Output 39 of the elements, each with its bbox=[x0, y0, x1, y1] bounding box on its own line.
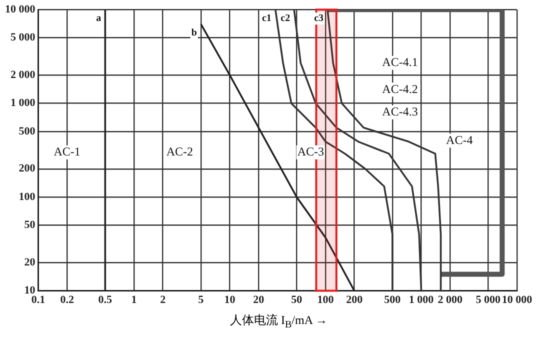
series-label: a bbox=[96, 13, 102, 24]
x-tick-label: 2 000 bbox=[438, 294, 463, 306]
series-label: b bbox=[191, 28, 198, 39]
x-tick-label: 50 bbox=[291, 294, 303, 306]
annotation: AC-2 bbox=[166, 144, 194, 158]
y-tick-label: 1 000 bbox=[10, 97, 36, 110]
x-tick-label: 5 000 bbox=[476, 294, 502, 306]
x-tick-label: 100 bbox=[317, 294, 334, 306]
series-label: c3 bbox=[314, 13, 324, 24]
annotation: AC-4.1 bbox=[382, 55, 418, 70]
y-tick-label: 10 000 bbox=[5, 3, 36, 16]
x-axis-title: 人体电流 I$_{B}$/mA → bbox=[230, 312, 328, 330]
x-tick-label: 0.2 bbox=[60, 294, 74, 306]
y-tick-label: 100 bbox=[18, 190, 36, 203]
y-tick-label: 2 000 bbox=[10, 68, 36, 81]
y-tick-label: 5 000 bbox=[10, 32, 36, 44]
x-tick-label: 10 bbox=[224, 294, 236, 306]
series-label: c1 bbox=[262, 13, 272, 24]
x-tick-label: 10 000 bbox=[502, 294, 533, 306]
y-tick-label: 10 bbox=[24, 284, 36, 297]
series-label: c2 bbox=[280, 13, 290, 24]
y-tick-label: 50 bbox=[24, 219, 36, 232]
y-tick-label: 200 bbox=[18, 162, 36, 175]
x-tick-label: 20 bbox=[253, 294, 265, 306]
x-tick-label: 200 bbox=[346, 294, 364, 306]
annotation: AC-1 bbox=[54, 144, 80, 158]
y-tick-label: 20 bbox=[24, 256, 36, 268]
annotation: AC-3 bbox=[297, 144, 324, 158]
x-tick-label: 2 bbox=[160, 294, 166, 306]
x-tick-label: 0.1 bbox=[31, 294, 46, 306]
x-tick-label: 1 bbox=[131, 294, 137, 306]
y-tick-label: 500 bbox=[18, 125, 36, 138]
x-tick-label: 5 bbox=[198, 294, 204, 306]
annotation: AC-4.3 bbox=[382, 104, 418, 119]
x-tick-label: 0.5 bbox=[98, 294, 113, 306]
x-tick-label: 1 000 bbox=[408, 294, 434, 306]
x-tick-label: 500 bbox=[384, 294, 402, 306]
annotation: AC-4.2 bbox=[382, 82, 418, 96]
annotation: AC-4 bbox=[446, 132, 473, 147]
